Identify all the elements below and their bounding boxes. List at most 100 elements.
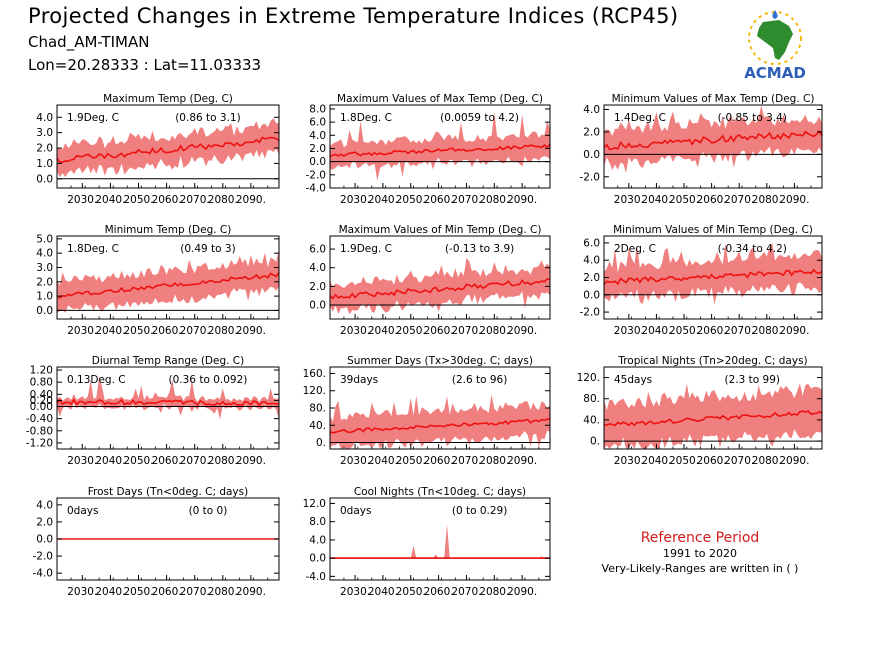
y-tick-label: -4.0	[33, 568, 54, 580]
x-tick-label: 2030.	[340, 455, 370, 467]
x-tick-label: 2040.	[641, 194, 671, 206]
y-tick-label: 80.	[309, 403, 326, 415]
y-tick-label: 0.20	[30, 395, 53, 407]
x-tick-label: 2060.	[424, 325, 454, 337]
range-label: (0.86 to 3.1)	[175, 112, 241, 124]
x-tick-label: 2050.	[123, 586, 153, 598]
x-tick-label: 2070.	[451, 194, 481, 206]
x-tick-label: 2030.	[67, 194, 97, 206]
mean-line	[329, 418, 551, 434]
x-tick-label: 2040.	[95, 325, 125, 337]
mean-change-label: 0days	[67, 505, 98, 517]
y-tick-label: 3.0	[36, 262, 53, 274]
plot-frame	[603, 104, 823, 189]
x-tick-label: 2070.	[451, 586, 481, 598]
y-tick-label: 0.80	[30, 377, 53, 389]
x-tick-label: 2030.	[340, 325, 370, 337]
x-tick-label: 2030.	[614, 455, 644, 467]
panel-8: 2030.2040.2050.2060.2070.2080.2090. 0. 40.…	[303, 355, 551, 467]
y-tick-label: 4.0	[583, 255, 600, 267]
x-tick-label: 2070.	[180, 325, 210, 337]
range-label: (0.49 to 3)	[180, 243, 235, 255]
y-tick-label: 120.	[303, 385, 326, 397]
x-tick-label: 2080.	[479, 194, 509, 206]
x-tick-label: 2070.	[724, 194, 754, 206]
x-tick-label: 2060.	[424, 586, 454, 598]
y-tick-label: 0.0	[309, 300, 326, 312]
x-tick-label: 2080.	[479, 325, 509, 337]
y-tick-label: 160.	[303, 368, 326, 380]
y-tick-label: 2.0	[583, 272, 600, 284]
mean-line	[603, 268, 823, 286]
panel-title: Minimum Values of Min Temp (Deg. C)	[613, 224, 813, 236]
range-band	[604, 242, 822, 305]
x-tick-label: 2040.	[641, 455, 671, 467]
x-tick-label: 2030.	[614, 325, 644, 337]
panel-title: Maximum Values of Min Temp (Deg. C)	[339, 224, 542, 236]
panel-title: Maximum Values of Max Temp (Deg. C)	[337, 93, 543, 105]
range-label: (-0.34 to 4.2)	[718, 243, 787, 255]
ranges-note: Very-Likely-Ranges are written in ( )	[601, 562, 799, 575]
x-tick-label: 2050.	[396, 325, 426, 337]
range-band	[330, 524, 550, 559]
plot-frame	[329, 104, 551, 189]
x-tick-label: 2090.	[236, 194, 266, 206]
x-tick-label: 2030.	[67, 325, 97, 337]
x-tick-label: 2060.	[697, 194, 727, 206]
y-tick-label: 80.	[583, 393, 600, 405]
y-tick-label: 2.0	[583, 126, 600, 138]
y-tick-label: 40.	[583, 414, 600, 426]
panel-title: Minimum Values of Max Temp (Deg. C)	[612, 93, 815, 105]
x-tick-label: 2070.	[180, 455, 210, 467]
mean-change-label: 1.8Deg. C	[340, 112, 392, 124]
range-band	[330, 112, 550, 181]
x-tick-label: 2040.	[641, 325, 671, 337]
y-tick-label: 0.0	[583, 149, 600, 161]
x-tick-label: 2040.	[368, 194, 398, 206]
plot-frame	[603, 366, 823, 450]
y-tick-label: 5.0	[36, 233, 53, 245]
y-tick-label: 0.0	[309, 553, 326, 565]
y-tick-label: 4.0	[309, 130, 326, 142]
header: Projected Changes in Extreme Temperature…	[0, 0, 879, 90]
x-tick-label: 2090.	[779, 194, 809, 206]
x-tick-label: 2030.	[67, 455, 97, 467]
y-tick-label: 2.0	[309, 281, 326, 293]
panel-4: 2030.2040.2050.2060.2070.2080.2090. 0.0 1.…	[36, 224, 280, 337]
mean-change-label: 1.9Deg. C	[67, 112, 119, 124]
reference-period-block: Reference Period 1991 to 2020 Very-Likel…	[580, 530, 820, 575]
panel-5: 2030.2040.2050.2060.2070.2080.2090. 0.0 2.…	[309, 224, 551, 337]
panel-10: 2030.2040.2050.2060.2070.2080.2090. -4.0 -…	[33, 486, 280, 598]
x-tick-label: 2080.	[208, 325, 238, 337]
x-tick-label: 2080.	[752, 194, 782, 206]
y-tick-label: -2.0	[33, 551, 54, 563]
x-tick-label: 2040.	[368, 455, 398, 467]
x-tick-label: 2080.	[208, 194, 238, 206]
panel-7: 2030.2040.2050.2060.2070.2080.2090. -1.20…	[26, 355, 280, 467]
mean-change-label: 1.4Deg. C	[614, 112, 666, 124]
y-tick-label: 6.0	[309, 117, 326, 129]
y-tick-label: 2.0	[36, 143, 53, 155]
mean-change-label: 0.13Deg. C	[67, 374, 126, 386]
y-tick-label: 0.0	[36, 305, 53, 317]
y-tick-label: 4.0	[36, 499, 53, 511]
page-title: Projected Changes in Extreme Temperature…	[28, 4, 679, 28]
y-tick-label: -4.0	[306, 571, 327, 583]
y-tick-label: 12.0	[303, 498, 326, 510]
mean-line	[329, 143, 551, 158]
y-tick-label: 6.0	[583, 237, 600, 249]
x-tick-label: 2050.	[396, 586, 426, 598]
acmad-logo: ACMAD	[744, 10, 806, 82]
x-tick-label: 2080.	[479, 455, 509, 467]
x-tick-label: 2030.	[340, 194, 370, 206]
reference-period-years: 1991 to 2020	[662, 547, 738, 560]
y-tick-label: -1.20	[26, 437, 53, 449]
y-tick-label: 0.0	[583, 289, 600, 301]
x-tick-label: 2090.	[236, 586, 266, 598]
x-tick-label: 2070.	[180, 586, 210, 598]
plot-frame	[329, 235, 551, 320]
plot-frame	[56, 366, 280, 450]
y-tick-label: 40.	[309, 420, 326, 432]
y-tick-label: 4.0	[583, 104, 600, 116]
y-tick-label: 0.0	[36, 534, 53, 546]
